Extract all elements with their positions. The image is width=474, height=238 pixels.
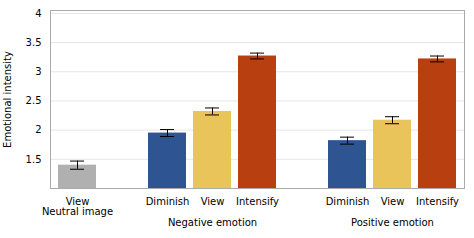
svg-text:2.5: 2.5 xyxy=(26,95,42,106)
svg-text:Emotional intensity: Emotional intensity xyxy=(2,51,13,148)
svg-text:View: View xyxy=(381,196,405,207)
svg-text:View: View xyxy=(201,196,225,207)
svg-text:Intensify: Intensify xyxy=(236,196,279,207)
svg-text:1.5: 1.5 xyxy=(26,154,42,165)
svg-text:ViewNeutral image: ViewNeutral image xyxy=(42,196,113,217)
svg-text:Negative emotion: Negative emotion xyxy=(168,217,257,228)
svg-text:Diminish: Diminish xyxy=(146,196,190,207)
svg-text:3.5: 3.5 xyxy=(26,37,42,48)
svg-text:Diminish: Diminish xyxy=(326,196,370,207)
svg-text:Positive emotion: Positive emotion xyxy=(351,217,434,228)
svg-text:3: 3 xyxy=(35,66,41,77)
svg-text:2: 2 xyxy=(35,124,41,135)
svg-text:Intensify: Intensify xyxy=(416,196,459,207)
svg-text:4: 4 xyxy=(35,8,41,19)
